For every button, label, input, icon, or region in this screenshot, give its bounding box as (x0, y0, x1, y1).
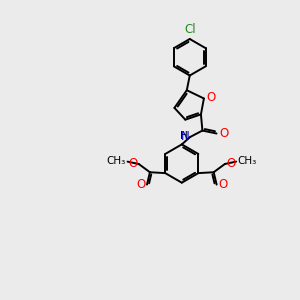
Text: Cl: Cl (184, 23, 196, 36)
Text: O: O (207, 91, 216, 104)
Text: N: N (181, 130, 190, 143)
Text: CH₃: CH₃ (238, 156, 257, 166)
Text: CH₃: CH₃ (106, 156, 126, 166)
Text: O: O (128, 157, 137, 170)
Text: O: O (218, 178, 228, 191)
Text: H: H (180, 131, 188, 141)
Text: O: O (226, 157, 235, 170)
Text: O: O (136, 178, 145, 191)
Text: O: O (220, 127, 229, 140)
